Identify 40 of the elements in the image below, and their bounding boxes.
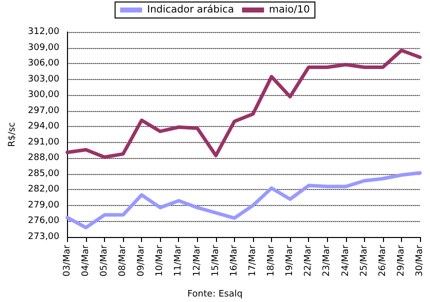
x-tick-label: 25/Mar bbox=[359, 244, 370, 276]
x-tick-label: 09/Mar bbox=[136, 244, 147, 276]
legend-label: Indicador arábica bbox=[147, 4, 234, 16]
x-tick-label: 05/Mar bbox=[100, 244, 110, 276]
y-tick-label: 303,00 bbox=[28, 74, 60, 84]
y-tick-label: 306,00 bbox=[28, 58, 60, 69]
x-tick-label: 30/Mar bbox=[415, 244, 425, 276]
y-tick-label: 285,00 bbox=[28, 168, 60, 179]
y-tick-label: 309,00 bbox=[28, 42, 60, 53]
y-tick-label: 279,00 bbox=[28, 200, 60, 210]
x-tick-label: 08/Mar bbox=[118, 244, 128, 276]
source-note: Fonte: Esalq bbox=[187, 290, 243, 300]
x-tick-label: 12/Mar bbox=[192, 244, 202, 276]
line-series bbox=[66, 171, 422, 230]
x-tick-label: 18/Mar bbox=[266, 244, 277, 276]
x-tick-label: 15/Mar bbox=[210, 244, 221, 276]
legend-label: maio/10 bbox=[269, 4, 310, 16]
x-tick-label: 16/Mar bbox=[229, 244, 240, 276]
y-tick-label: 300,00 bbox=[28, 90, 60, 100]
y-tick-label: 297,00 bbox=[28, 106, 60, 116]
x-tick-label: 04/Mar bbox=[80, 244, 91, 276]
y-axis-title: R$/sc bbox=[8, 122, 18, 147]
x-tick-label: 29/Mar bbox=[396, 244, 406, 276]
x-tick-label: 26/Mar bbox=[378, 244, 388, 276]
x-tick-label: 23/Mar bbox=[322, 244, 332, 276]
y-tick-label: 294,00 bbox=[28, 122, 60, 132]
x-tick-label: 10/Mar bbox=[155, 244, 166, 276]
y-tick-label: 273,00 bbox=[28, 232, 60, 242]
x-tick-label: 03/Mar bbox=[62, 244, 72, 276]
y-tick-label: 291,00 bbox=[28, 137, 60, 148]
y-tick-label: 312,00 bbox=[28, 27, 60, 37]
y-tick-label: 282,00 bbox=[28, 184, 60, 195]
x-tick-label: 17/Mar bbox=[248, 244, 258, 276]
y-tick-label: 288,00 bbox=[28, 153, 60, 164]
x-tick-label: 22/Mar bbox=[304, 244, 314, 276]
x-tick-label: 11/Mar bbox=[174, 244, 184, 276]
y-tick-label: 276,00 bbox=[28, 216, 60, 226]
line-series bbox=[66, 48, 422, 159]
x-tick-label: 24/Mar bbox=[340, 244, 351, 276]
x-tick-label: 19/Mar bbox=[285, 244, 296, 276]
